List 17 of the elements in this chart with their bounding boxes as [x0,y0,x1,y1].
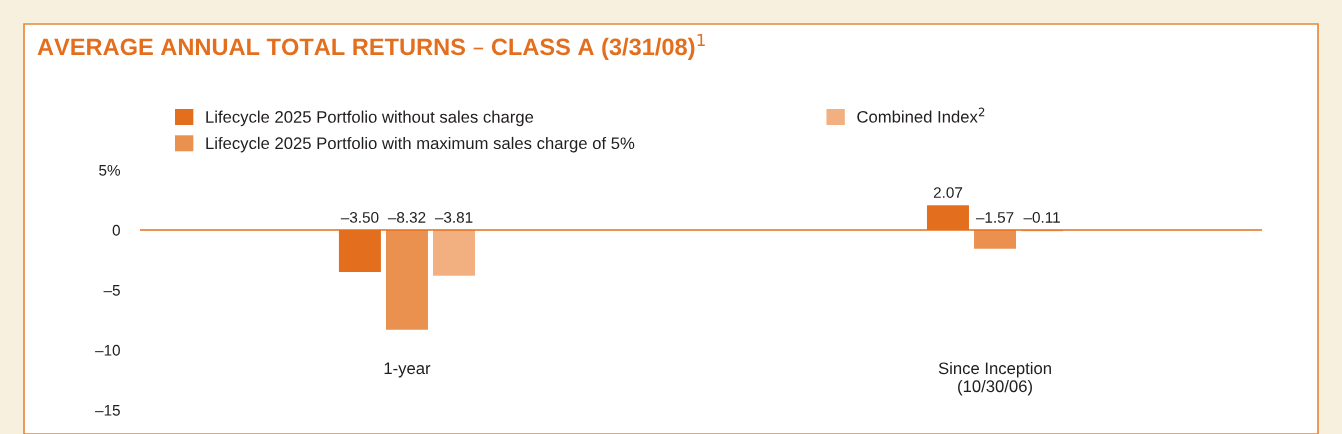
chart-title: AVERAGE ANNUAL TOTAL RETURNS – CLASS A (3/31/08)$^{1}$ [37,33,705,60]
y-tick-label: 0 [112,224,120,236]
data-label: –0.11 [1023,212,1060,223]
x-tick-label: 1-year [384,362,431,378]
data-label: –3.81 [434,212,473,223]
data-label: –1.57 [975,212,1014,223]
y-tick-label: –15 [95,405,120,416]
data-label: 2.07 [933,187,963,198]
x-tick-label: Since Inception (10/30/06) [938,361,1051,396]
y-tick-label: –5 [103,285,120,296]
data-label: –8.32 [387,212,426,223]
legend-label: Combined Index$^{2}$ [857,107,985,123]
y-tick-label: 5% [99,164,121,176]
legend-label: Lifecycle 2025 Portfolio with maximum sales charge of 5% [206,136,635,153]
data-label: –3.50 [340,212,379,223]
legend-label: Lifecycle 2025 Portfolio without sales charge [206,110,534,127]
y-tick-label: –10 [95,344,120,356]
